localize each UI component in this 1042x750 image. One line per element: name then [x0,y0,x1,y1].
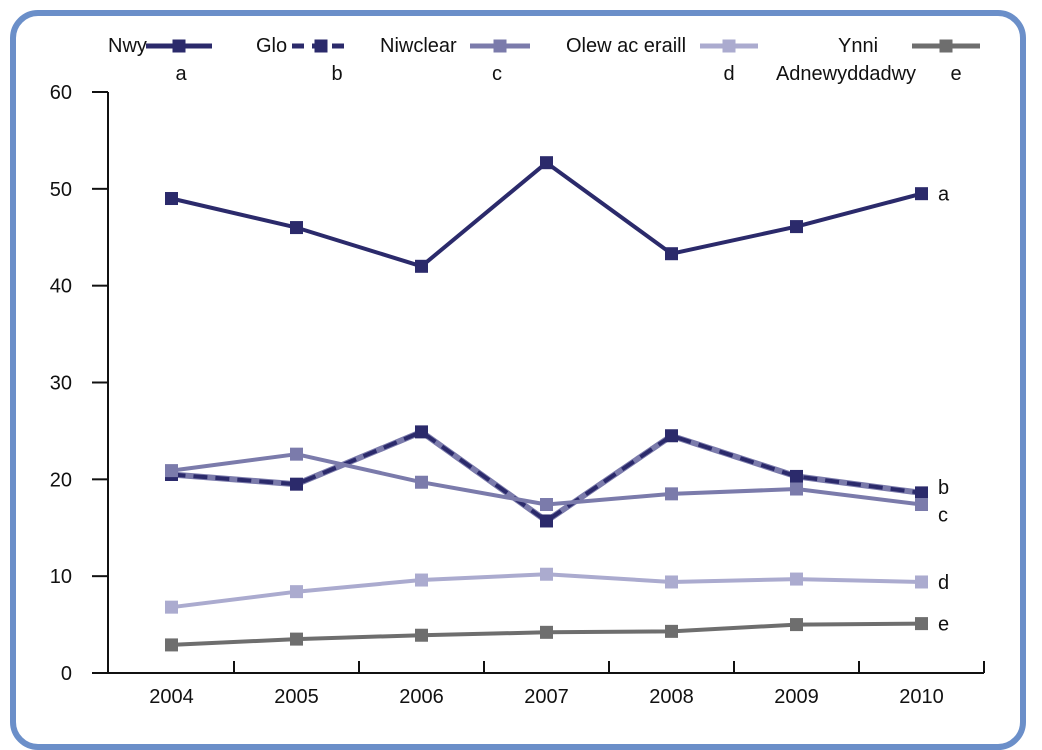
y-tick-label-40: 40 [50,276,72,298]
point-d-2010 [915,575,928,589]
legend-label-b: Glo [256,35,287,57]
point-d-2005 [290,585,303,599]
legend-label-e-line2: Adnewyddadwy [776,63,916,85]
x-tick-label-2007: 2007 [524,686,569,708]
y-tick-label-30: 30 [50,373,72,395]
y-tick-label-20: 20 [50,469,72,491]
point-a-2006 [415,259,428,273]
legend-item-b: Glo b [256,35,350,85]
end-label-d: d [938,572,949,594]
y-tick-label-60: 60 [50,82,72,104]
series-lines [165,156,928,652]
series-a-line [171,160,923,269]
y-tick-label-50: 50 [50,179,72,201]
legend-swatch-marker-d [722,39,736,53]
legend-item-e: Ynni Adnewyddadwy e [776,35,980,85]
axes: 0 10 20 30 40 50 60 2004 2005 2006 2007 2008 2009 201… [50,82,985,708]
series-d [165,567,928,614]
point-c-2008 [665,487,678,501]
point-c-2007 [540,498,553,512]
point-d-2009 [790,572,803,586]
point-d-2006 [415,573,428,587]
legend-label-e-line1: Ynni [838,35,878,57]
legend-code-d: d [723,63,734,85]
point-a-2007 [540,156,553,170]
point-e-2006 [415,628,428,642]
point-a-2004 [165,192,178,206]
point-b-2009 [790,469,803,483]
series-b [165,425,928,528]
legend-code-b: b [331,63,342,85]
x-tick-label-2008: 2008 [649,686,694,708]
point-e-2004 [165,638,178,652]
series-c [165,447,928,512]
point-d-2007 [540,567,553,581]
legend: Nwy a Glo b Niwclear c Olew ac eraill d Ynni Adne… [108,35,980,85]
legend-label-d: Olew ac eraill [566,35,686,57]
x-tick-label-2006: 2006 [399,686,444,708]
y-tick-label-0: 0 [61,663,72,685]
end-label-e: e [938,614,949,636]
point-b-2006 [415,425,428,439]
series-a [165,156,928,273]
point-d-2008 [665,575,678,589]
point-a-2008 [665,247,678,261]
point-c-2004 [165,464,178,478]
legend-label-c: Niwclear [380,35,457,57]
point-e-2008 [665,624,678,638]
legend-swatch-marker-e [939,39,953,53]
legend-swatch-marker-c [493,39,507,53]
legend-code-a: a [175,63,187,85]
point-c-2005 [290,447,303,461]
point-b-2010 [915,486,928,500]
chart-frame [10,10,1026,750]
point-e-2009 [790,618,803,632]
point-c-2006 [415,475,428,489]
legend-item-d: Olew ac eraill d [566,35,758,85]
legend-item-c: Niwclear c [380,35,530,85]
x-tick-label-2009: 2009 [774,686,819,708]
end-label-b: b [938,477,949,499]
point-e-2005 [290,632,303,646]
y-tick-label-10: 10 [50,566,72,588]
point-b-2007 [540,514,553,528]
legend-code-c: c [492,63,502,85]
legend-item-a: Nwy a [108,35,212,85]
point-a-2009 [790,220,803,234]
end-label-c: c [938,505,948,527]
legend-swatch-marker-a [172,39,186,53]
point-b-2008 [665,429,678,443]
series-e [165,617,928,652]
point-c-2010 [915,498,928,512]
point-a-2005 [290,221,303,235]
x-tick-label-2005: 2005 [274,686,319,708]
point-e-2007 [540,625,553,639]
x-tick-label-2004: 2004 [149,686,194,708]
legend-swatch-marker-b [314,39,328,53]
x-tick-label-2010: 2010 [899,686,944,708]
point-d-2004 [165,600,178,614]
point-e-2010 [915,617,928,631]
legend-label-a: Nwy [108,35,147,57]
legend-code-e: e [950,63,961,85]
end-labels: a bc de [938,184,950,636]
end-label-a: a [938,184,950,206]
point-c-2009 [790,482,803,496]
point-b-2005 [290,477,303,491]
point-a-2010 [915,187,928,201]
